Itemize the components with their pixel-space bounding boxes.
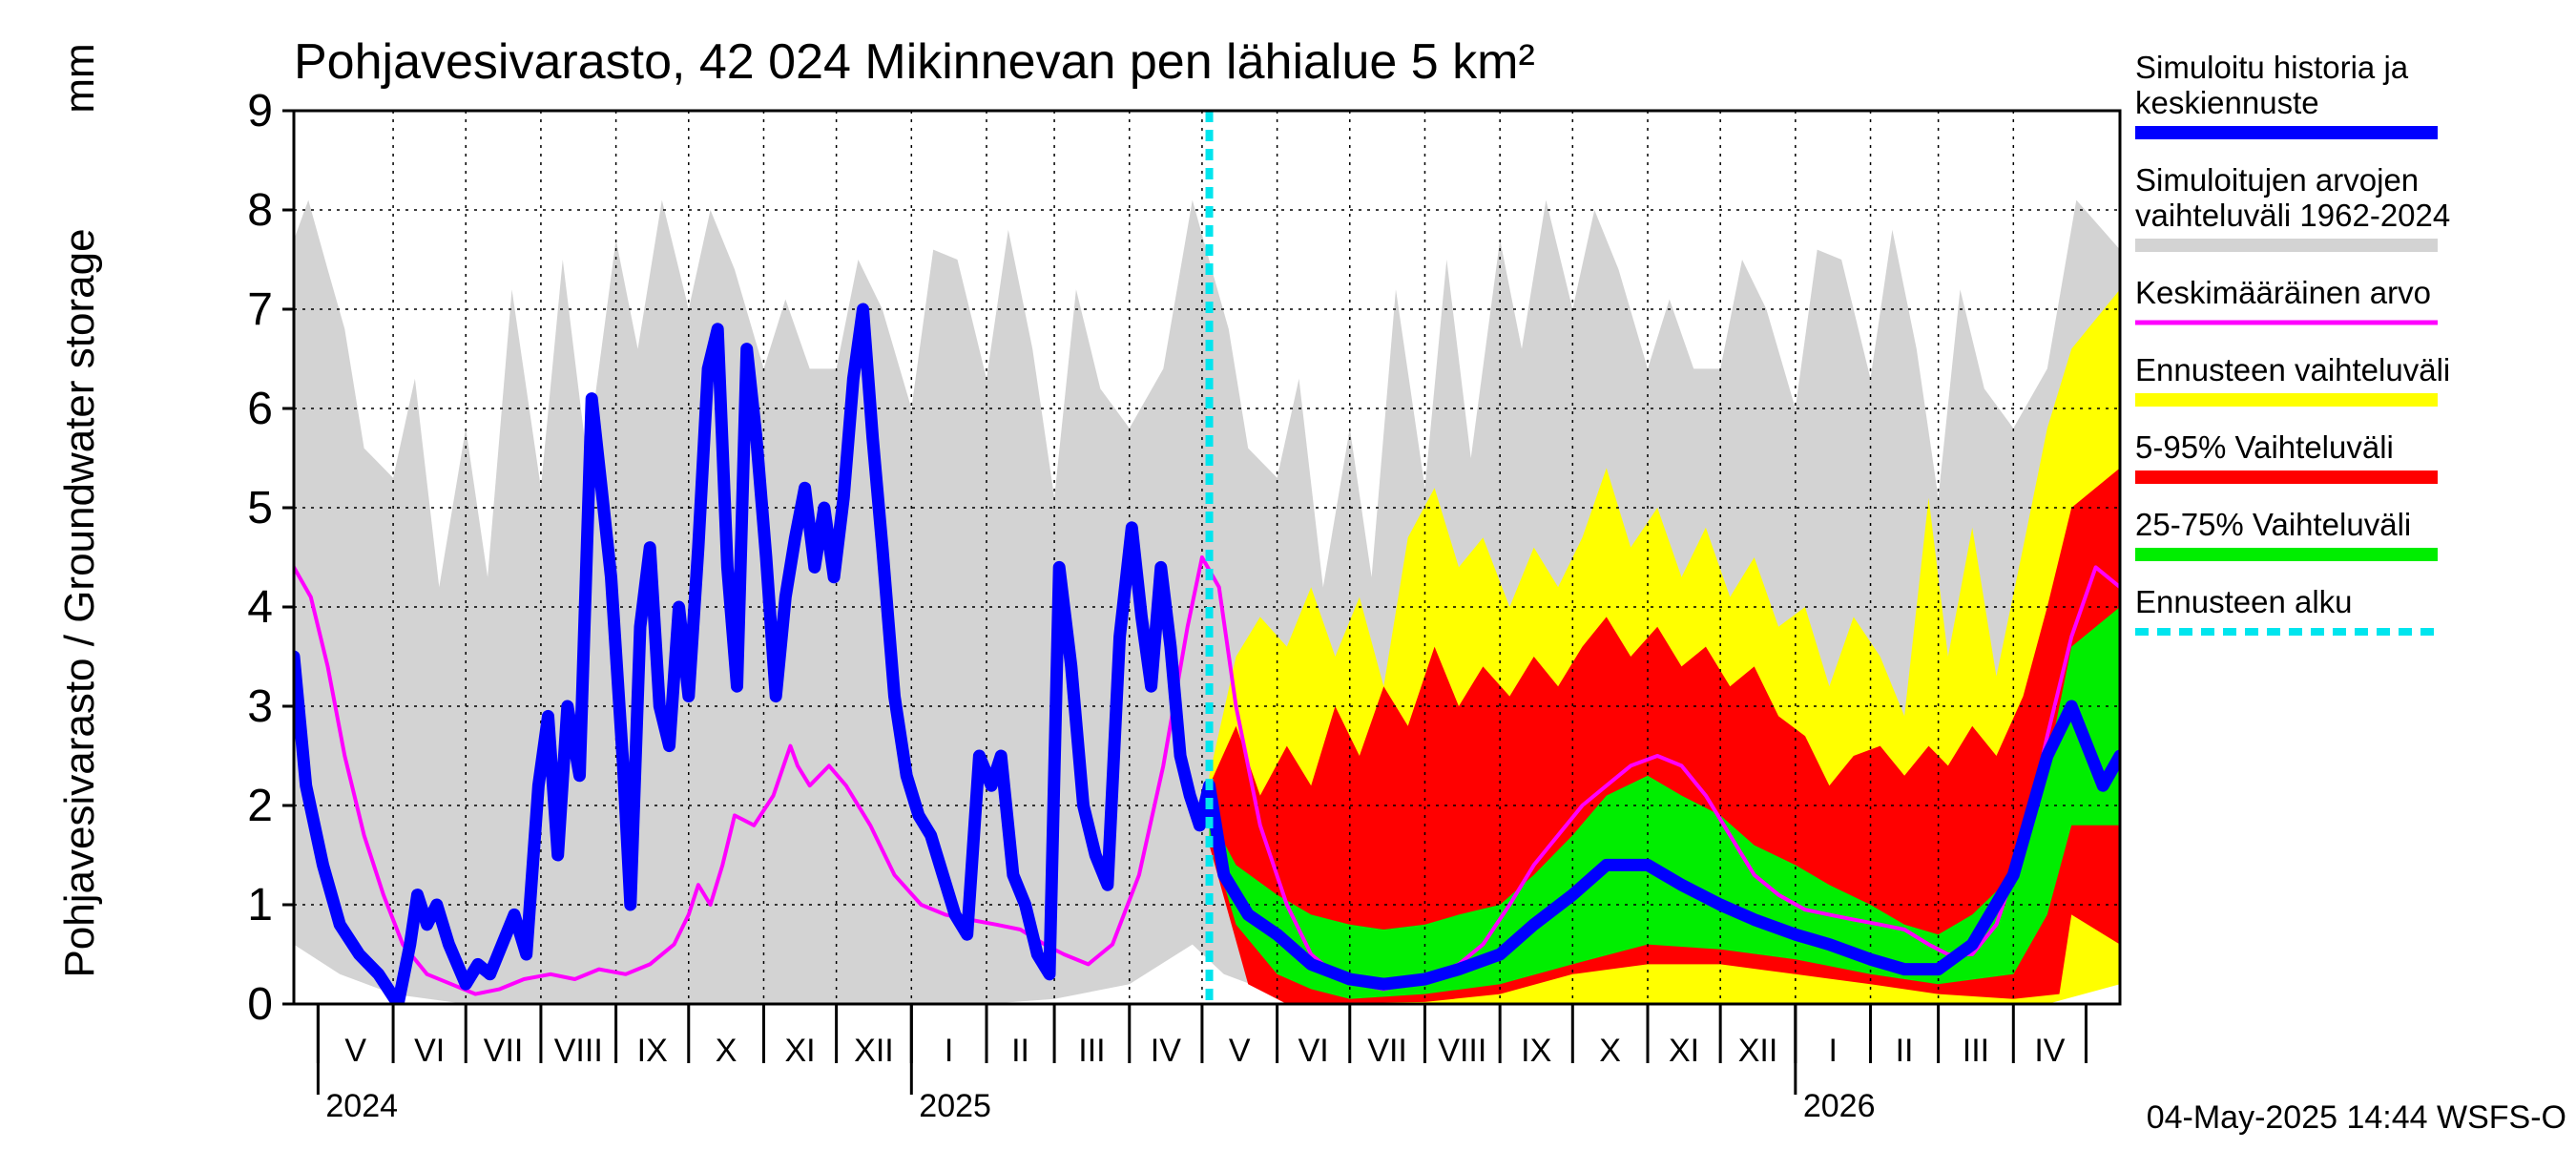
y-tick-label: 2 <box>247 781 273 831</box>
y-tick-label: 1 <box>247 880 273 930</box>
legend-label: Ennusteen vaihteluväli <box>2135 352 2450 387</box>
x-year-label: 2026 <box>1803 1088 1876 1124</box>
x-month-label: II <box>1896 1033 1914 1069</box>
x-year-label: 2025 <box>919 1088 991 1124</box>
chart-title: Pohjavesivarasto, 42 024 Mikinnevan pen … <box>294 34 1535 90</box>
x-month-label: II <box>1011 1033 1029 1069</box>
y-tick-label: 0 <box>247 979 273 1030</box>
y-tick-label: 5 <box>247 483 273 533</box>
x-month-label: XI <box>784 1033 815 1069</box>
legend-label: Ennusteen alku <box>2135 584 2353 619</box>
x-month-label: V <box>344 1033 366 1069</box>
x-month-label: IX <box>637 1033 668 1069</box>
x-month-label: VI <box>1298 1033 1329 1069</box>
x-month-label: III <box>1963 1033 1989 1069</box>
series-simulated-history-line <box>294 303 2120 1004</box>
series-25-75-band <box>1209 607 2120 999</box>
y-axis-unit: mm <box>56 43 103 113</box>
x-month-label: X <box>1599 1033 1621 1069</box>
plot-clip-group <box>294 111 2120 1004</box>
x-month-label: VII <box>1367 1033 1407 1069</box>
plot-layer <box>294 111 2120 1004</box>
x-month-label: IV <box>1151 1033 1181 1069</box>
series-5-95-band <box>1209 468 2120 1004</box>
legend-label: 25-75% Vaihteluväli <box>2135 507 2411 542</box>
y-tick-label: 3 <box>247 681 273 732</box>
legend-label: Keskimääräinen arvo <box>2135 275 2431 310</box>
legend-label: 5-95% Vaihteluväli <box>2135 429 2394 465</box>
y-tick-label: 6 <box>247 384 273 434</box>
x-month-label: I <box>945 1033 953 1069</box>
x-month-label: I <box>1828 1033 1837 1069</box>
y-axis-label: Pohjavesivarasto / Groundwater storage <box>56 228 103 977</box>
legend-label: Simuloitu historia ja <box>2135 50 2409 85</box>
legend-label: Simuloitujen arvojen <box>2135 162 2419 198</box>
y-tick-label: 4 <box>247 582 273 633</box>
x-month-label: III <box>1078 1033 1105 1069</box>
y-tick-label: 8 <box>247 185 273 236</box>
x-month-label: XII <box>854 1033 894 1069</box>
x-month-label: VI <box>414 1033 445 1069</box>
series-mean-line <box>294 555 2120 996</box>
x-year-label: 2024 <box>325 1088 398 1124</box>
x-month-label: VIII <box>1438 1033 1486 1069</box>
footer-timestamp: 04-May-2025 14:44 WSFS-O <box>2147 1099 2566 1136</box>
plot-frame <box>292 109 2122 1006</box>
x-month-label: IX <box>1521 1033 1551 1069</box>
legend-label: keskiennuste <box>2135 85 2319 120</box>
legend-label: vaihteluväli 1962-2024 <box>2135 198 2450 233</box>
x-month-label: IV <box>2034 1033 2065 1069</box>
x-month-label: VII <box>484 1033 524 1069</box>
y-tick-label: 7 <box>247 284 273 335</box>
x-month-label: XII <box>1738 1033 1778 1069</box>
x-month-label: VIII <box>554 1033 603 1069</box>
x-month-label: V <box>1229 1033 1251 1069</box>
x-month-label: X <box>716 1033 737 1069</box>
x-month-label: XI <box>1669 1033 1699 1069</box>
y-tick-label: 9 <box>247 86 273 136</box>
